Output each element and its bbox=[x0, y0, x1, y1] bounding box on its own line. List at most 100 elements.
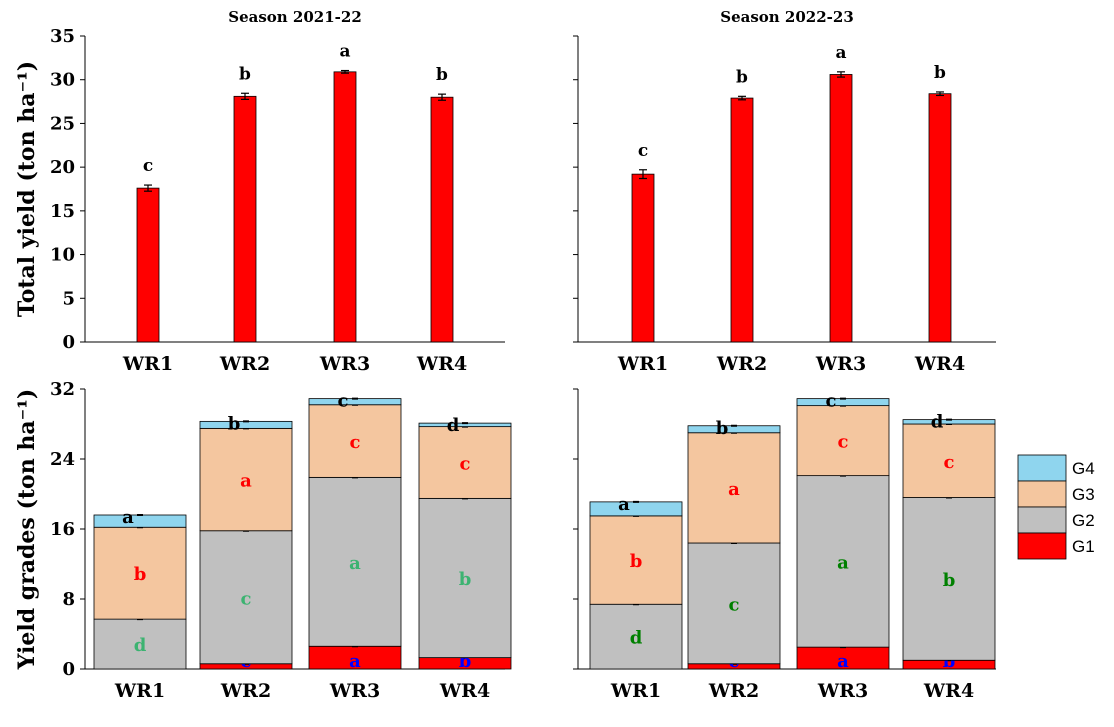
y-tick-label: 20 bbox=[50, 157, 75, 178]
stack-segment-g3 bbox=[796, 405, 890, 477]
stack-segment-g3 bbox=[93, 526, 187, 620]
significance-letter: a bbox=[835, 43, 846, 63]
y-tick-label: 0 bbox=[62, 659, 75, 680]
stack-segment-g2 bbox=[687, 542, 781, 665]
y-axis-label: Yield grades (ton ha⁻¹) bbox=[14, 389, 40, 671]
y-tick-label: 32 bbox=[50, 379, 75, 400]
significance-letter: b bbox=[716, 418, 729, 439]
legend-swatch-g4 bbox=[1017, 454, 1067, 482]
panel-bottom-right: WR1WR2WR3WR4ddbaccabaaccbbcd bbox=[573, 388, 996, 702]
significance-letter: c bbox=[638, 141, 648, 161]
stack-segment-g4 bbox=[796, 398, 890, 407]
x-tick-label: WR4 bbox=[923, 680, 974, 702]
stack-segment-g3 bbox=[199, 427, 293, 532]
significance-letter: c bbox=[826, 391, 837, 412]
legend-swatch-g2 bbox=[1017, 506, 1067, 534]
stack-segment-g2 bbox=[308, 476, 402, 647]
legend-swatch-g3 bbox=[1017, 480, 1067, 508]
significance-letter: b bbox=[239, 64, 251, 84]
x-tick-label: WR3 bbox=[329, 680, 380, 702]
bar bbox=[430, 96, 454, 343]
legend-swatch-g1 bbox=[1017, 532, 1067, 560]
stack-segment-g4 bbox=[687, 425, 781, 434]
panel-top-right: Season 2022-23 WR1 WR2 WR3 WR4 c b a b bbox=[573, 8, 996, 375]
significance-letter: a bbox=[349, 651, 361, 672]
x-tick-label: WR2 bbox=[708, 680, 759, 702]
y-tick-label: 24 bbox=[50, 449, 75, 470]
significance-letter: b bbox=[934, 63, 946, 83]
y-tick-label: 8 bbox=[62, 589, 75, 610]
x-tick-label: WR2 bbox=[716, 353, 767, 375]
significance-letter: c bbox=[944, 452, 955, 473]
stack-segment-g2 bbox=[589, 603, 683, 670]
panel-title: Season 2022-23 bbox=[720, 8, 854, 26]
bar bbox=[136, 187, 160, 343]
significance-letter: d bbox=[447, 415, 460, 436]
y-tick-label: 35 bbox=[50, 26, 75, 47]
significance-letter: d bbox=[630, 628, 643, 649]
significance-letter: a bbox=[837, 552, 849, 573]
stack-segment-g3 bbox=[687, 432, 781, 544]
significance-letter: a bbox=[349, 553, 361, 574]
x-tick-label: WR1 bbox=[610, 680, 661, 702]
significance-letter: c bbox=[460, 454, 471, 475]
x-tick-label: WR2 bbox=[220, 680, 271, 702]
significance-letter: a bbox=[339, 42, 350, 62]
y-tick-label: 30 bbox=[50, 70, 75, 91]
significance-letter: a bbox=[837, 651, 849, 672]
stack-segment-g2 bbox=[796, 475, 890, 648]
stack-segment-g3 bbox=[589, 515, 683, 605]
stack-segment-g2 bbox=[199, 530, 293, 665]
legend-label: G4 bbox=[1072, 459, 1095, 478]
x-tick-label: WR4 bbox=[416, 353, 467, 375]
y-tick-label: 10 bbox=[50, 245, 75, 266]
significance-letter: c bbox=[241, 588, 252, 609]
significance-letter: b bbox=[134, 564, 147, 585]
significance-letter: a bbox=[728, 479, 740, 500]
stack-segment-g3 bbox=[418, 426, 512, 499]
stack-segment-g4 bbox=[199, 420, 293, 429]
x-tick-label: WR1 bbox=[122, 353, 173, 375]
stack-segment-g4 bbox=[589, 501, 683, 517]
stack-segment-g3 bbox=[902, 423, 996, 498]
x-tick-label: WR3 bbox=[319, 353, 370, 375]
bar bbox=[928, 93, 952, 343]
significance-letter: c bbox=[838, 432, 849, 453]
x-tick-label: WR1 bbox=[617, 353, 668, 375]
stack-segment-g2 bbox=[418, 497, 512, 659]
y-tick-label: 16 bbox=[50, 519, 75, 540]
significance-letter: b bbox=[943, 570, 956, 591]
y-tick-label: 5 bbox=[62, 288, 75, 309]
legend-label: G2 bbox=[1072, 511, 1095, 530]
panel-bottom-left: 0 8 16 24 32 Yield grades (ton ha⁻¹) WR1 WR2 WR3… bbox=[14, 379, 512, 702]
stack-segment-g2 bbox=[93, 618, 187, 670]
y-axis-label: Total yield (ton ha⁻¹) bbox=[14, 61, 40, 317]
panel-title: Season 2021-22 bbox=[228, 8, 362, 26]
bar bbox=[333, 71, 357, 343]
bar bbox=[730, 97, 754, 343]
significance-letter: c bbox=[143, 156, 153, 176]
significance-letter: d bbox=[931, 412, 944, 433]
x-tick-label: WR1 bbox=[114, 680, 165, 702]
legend-label: G3 bbox=[1072, 485, 1095, 504]
significance-letter: b bbox=[736, 67, 748, 87]
bar bbox=[631, 173, 655, 343]
significance-letter: c bbox=[350, 432, 361, 453]
significance-letter: c bbox=[729, 594, 740, 615]
stack-segment-g4 bbox=[93, 514, 187, 528]
x-tick-label: WR4 bbox=[439, 680, 490, 702]
bar bbox=[233, 95, 257, 343]
stack-segment-g3 bbox=[308, 404, 402, 478]
legend: G4 G3 G2 G1 bbox=[1017, 454, 1095, 560]
significance-letter: a bbox=[618, 494, 630, 515]
x-tick-label: WR2 bbox=[219, 353, 270, 375]
y-tick-label: 25 bbox=[50, 113, 75, 134]
significance-letter: b bbox=[459, 569, 472, 590]
significance-letter: b bbox=[436, 65, 448, 85]
x-tick-label: WR3 bbox=[817, 680, 868, 702]
legend-label: G1 bbox=[1072, 537, 1095, 556]
significance-letter: c bbox=[338, 391, 349, 412]
stack-segment-g2 bbox=[902, 497, 996, 661]
y-tick-label: 0 bbox=[62, 332, 75, 353]
